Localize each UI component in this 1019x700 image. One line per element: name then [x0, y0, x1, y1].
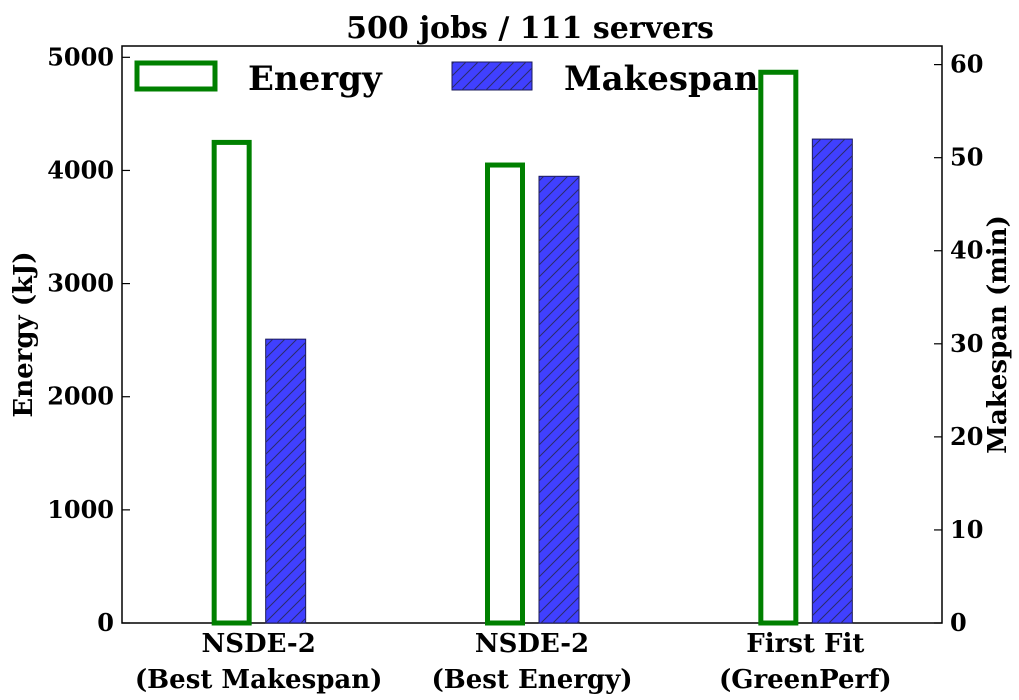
- category-label: First Fit: [746, 629, 864, 659]
- legend-label-energy: Energy: [248, 59, 383, 99]
- left-tick-label: 4000: [47, 155, 114, 184]
- left-axis-label: Energy (kJ): [9, 251, 39, 417]
- legend-swatch-makespan-hatch: [452, 62, 532, 90]
- makespan-bar-hatch: [539, 176, 579, 623]
- legend-swatch-energy: [134, 60, 218, 92]
- right-tick-label: 20: [950, 422, 983, 451]
- makespan-bar-hatch: [812, 139, 853, 623]
- makespan-bar-hatch: [265, 339, 306, 623]
- left-tick-label: 5000: [47, 42, 114, 71]
- energy-bar: [211, 139, 252, 626]
- legend-label-makespan: Makespan: [564, 59, 759, 99]
- right-tick-label: 60: [950, 50, 983, 79]
- left-tick-label: 0: [97, 608, 114, 637]
- energy-bar: [485, 162, 525, 626]
- category-label: (GreenPerf): [719, 665, 892, 695]
- right-tick-label: 0: [950, 608, 967, 637]
- right-tick-label: 50: [950, 143, 983, 172]
- category-label: (Best Energy): [431, 665, 632, 695]
- left-tick-label: 1000: [47, 495, 114, 524]
- category-label: NSDE-2: [202, 629, 316, 659]
- left-tick-label: 3000: [47, 269, 114, 298]
- right-axis-label: Makespan (min): [983, 215, 1013, 454]
- plot-frame: [121, 45, 943, 624]
- right-tick-label: 30: [950, 329, 983, 358]
- energy-bar: [758, 69, 799, 626]
- plot-area: 0 1000 2000 3000 4000 5000 0 10 20 30 40 50 60 Energy…: [9, 42, 1013, 695]
- category-label: NSDE-2: [475, 629, 589, 659]
- category-label: (Best Makespan): [135, 665, 383, 695]
- chart-title: 500 jobs / 111 servers: [346, 11, 714, 46]
- left-tick-label: 2000: [47, 382, 114, 411]
- right-tick-label: 10: [950, 515, 983, 544]
- right-tick-label: 40: [950, 236, 983, 265]
